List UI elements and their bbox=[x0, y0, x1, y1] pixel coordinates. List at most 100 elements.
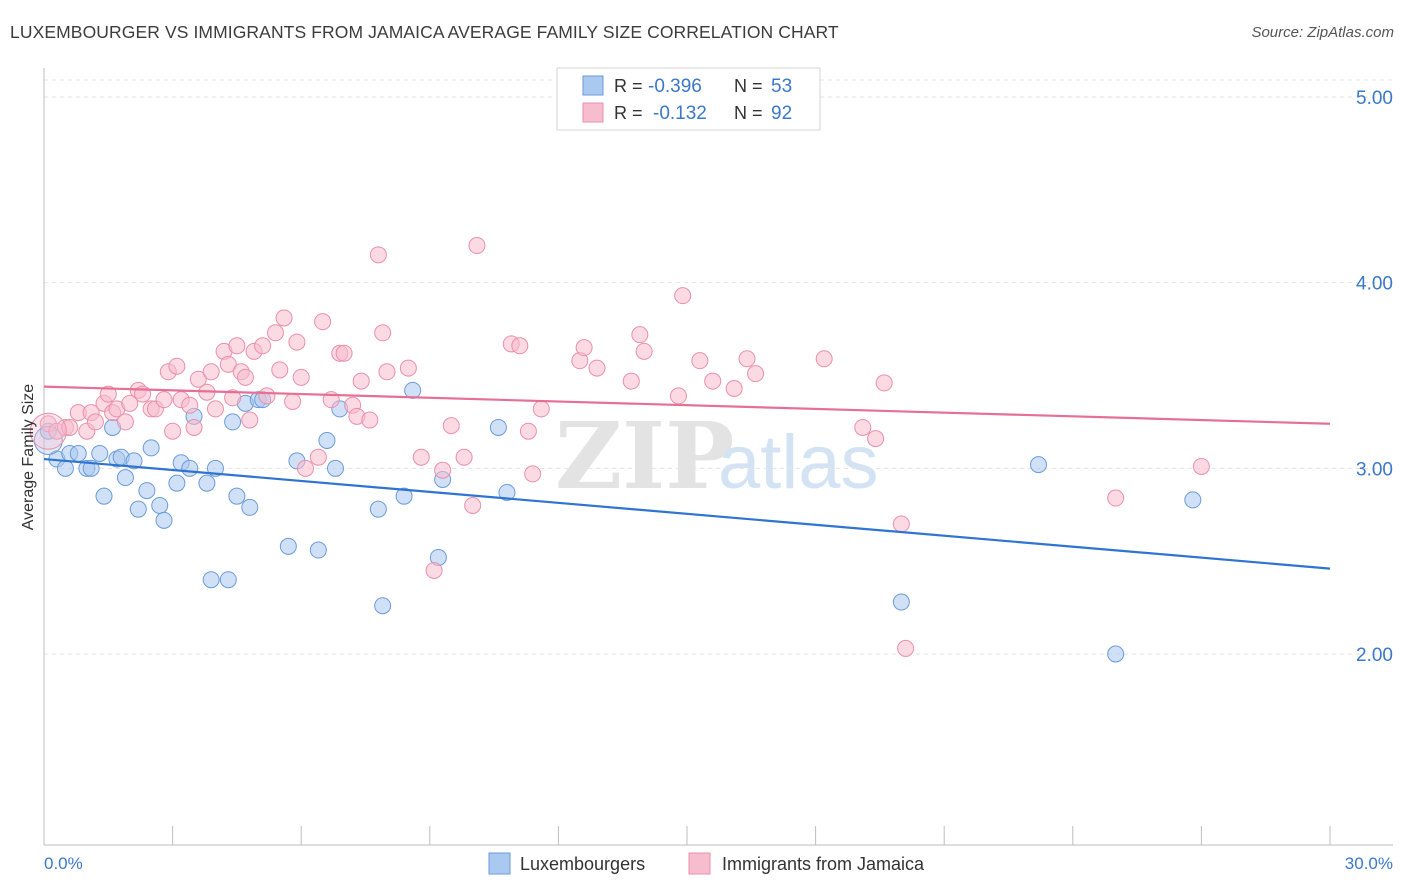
data-point-jamaica bbox=[635, 342, 653, 360]
data-point-luxembourgers bbox=[95, 487, 113, 505]
data-point-luxembourgers bbox=[326, 459, 344, 477]
legend-n-value: 53 bbox=[771, 76, 792, 97]
data-point-jamaica bbox=[228, 337, 246, 355]
data-point-jamaica bbox=[378, 363, 396, 381]
data-point-jamaica bbox=[164, 422, 182, 440]
data-point-luxembourgers bbox=[892, 593, 910, 611]
data-point-luxembourgers bbox=[202, 571, 220, 589]
data-point-jamaica bbox=[236, 368, 254, 386]
series-legend: Luxembourgers Immigrants from Jamaica bbox=[488, 852, 925, 875]
y-tick-label: 4.00 bbox=[1356, 274, 1393, 295]
data-point-jamaica bbox=[725, 379, 743, 397]
data-point-luxembourgers bbox=[228, 487, 246, 505]
data-point-jamaica bbox=[206, 400, 224, 418]
data-point-jamaica bbox=[892, 515, 910, 533]
legend-swatch-jamaica bbox=[688, 852, 711, 875]
data-point-jamaica bbox=[425, 561, 443, 579]
data-point-luxembourgers bbox=[142, 439, 160, 457]
data-point-jamaica bbox=[875, 374, 893, 392]
data-point-jamaica bbox=[622, 372, 640, 390]
legend-r-label: R = bbox=[614, 103, 643, 123]
data-point-luxembourgers bbox=[168, 474, 186, 492]
data-point-jamaica bbox=[284, 392, 302, 410]
data-point-jamaica bbox=[202, 363, 220, 381]
series-jamaica bbox=[29, 237, 1210, 657]
data-point-jamaica bbox=[224, 389, 242, 407]
legend-label-jamaica: Immigrants from Jamaica bbox=[722, 854, 925, 874]
data-point-jamaica bbox=[464, 496, 482, 514]
legend-r-value: -0.132 bbox=[653, 103, 707, 124]
data-point-luxembourgers bbox=[498, 483, 516, 501]
chart-title: LUXEMBOURGER VS IMMIGRANTS FROM JAMAICA … bbox=[10, 22, 839, 42]
data-point-jamaica bbox=[185, 418, 203, 436]
data-point-jamaica bbox=[691, 352, 709, 370]
data-point-jamaica bbox=[511, 337, 529, 355]
data-point-jamaica bbox=[29, 412, 67, 450]
data-point-luxembourgers bbox=[91, 444, 109, 462]
y-tick-labels: 2.00 3.00 4.00 5.00 bbox=[1356, 88, 1393, 666]
legend-n-value: 92 bbox=[771, 103, 792, 124]
data-point-luxembourgers bbox=[1030, 456, 1048, 474]
data-point-luxembourgers bbox=[155, 511, 173, 529]
data-point-luxembourgers bbox=[56, 459, 74, 477]
data-point-luxembourgers bbox=[404, 381, 422, 399]
data-point-luxembourgers bbox=[241, 498, 259, 516]
legend-n-label: N = bbox=[734, 103, 763, 123]
data-point-jamaica bbox=[254, 337, 272, 355]
data-point-jamaica bbox=[275, 309, 293, 327]
axes bbox=[43, 68, 1393, 846]
data-point-luxembourgers bbox=[1184, 491, 1202, 509]
data-point-jamaica bbox=[121, 394, 139, 412]
data-point-luxembourgers bbox=[198, 474, 216, 492]
trend-lines bbox=[43, 385, 1331, 570]
data-point-jamaica bbox=[897, 639, 915, 657]
data-point-luxembourgers bbox=[219, 571, 237, 589]
data-point-luxembourgers bbox=[125, 452, 143, 470]
data-point-jamaica bbox=[434, 461, 452, 479]
data-point-jamaica bbox=[258, 387, 276, 405]
data-point-jamaica bbox=[266, 324, 284, 342]
data-point-jamaica bbox=[738, 350, 756, 368]
data-point-luxembourgers bbox=[151, 496, 169, 514]
chart-source: Source: ZipAtlas.com bbox=[1251, 24, 1394, 41]
data-point-jamaica bbox=[168, 357, 186, 375]
y-tick-label: 2.00 bbox=[1356, 645, 1393, 666]
data-point-jamaica bbox=[455, 448, 473, 466]
data-point-jamaica bbox=[296, 459, 314, 477]
data-point-jamaica bbox=[189, 370, 207, 388]
data-point-jamaica bbox=[399, 359, 417, 377]
legend-n-label: N = bbox=[734, 76, 763, 96]
watermark-atlas: atlas bbox=[718, 420, 879, 505]
data-point-luxembourgers bbox=[138, 482, 156, 500]
data-point-luxembourgers bbox=[489, 418, 507, 436]
data-point-jamaica bbox=[99, 385, 117, 403]
watermark-zip: ZIP bbox=[555, 402, 734, 510]
data-point-jamaica bbox=[61, 418, 79, 436]
data-point-luxembourgers bbox=[181, 459, 199, 477]
data-point-jamaica bbox=[352, 372, 370, 390]
data-point-jamaica bbox=[374, 324, 392, 342]
data-point-luxembourgers bbox=[279, 537, 297, 555]
legend-label-luxembourgers: Luxembourgers bbox=[520, 854, 645, 874]
data-point-jamaica bbox=[241, 411, 259, 429]
data-point-jamaica bbox=[524, 465, 542, 483]
data-point-jamaica bbox=[369, 246, 387, 264]
data-point-jamaica bbox=[271, 361, 289, 379]
legend-r-value: -0.396 bbox=[648, 76, 702, 97]
data-point-jamaica bbox=[219, 355, 237, 373]
data-point-jamaica bbox=[309, 448, 327, 466]
data-point-luxembourgers bbox=[369, 500, 387, 518]
data-point-jamaica bbox=[854, 418, 872, 436]
data-point-jamaica bbox=[1192, 457, 1210, 475]
data-point-jamaica bbox=[335, 344, 353, 362]
data-point-jamaica bbox=[588, 359, 606, 377]
data-point-jamaica bbox=[468, 237, 486, 255]
data-point-luxembourgers bbox=[129, 500, 147, 518]
data-point-jamaica bbox=[519, 422, 537, 440]
data-point-luxembourgers bbox=[224, 413, 242, 431]
data-point-jamaica bbox=[116, 413, 134, 431]
correlation-legend: R = -0.396 N = 53 R = -0.132 N = 92 bbox=[556, 67, 821, 131]
data-point-jamaica bbox=[704, 372, 722, 390]
y-tick-label: 3.00 bbox=[1356, 459, 1393, 480]
data-point-luxembourgers bbox=[309, 541, 327, 559]
